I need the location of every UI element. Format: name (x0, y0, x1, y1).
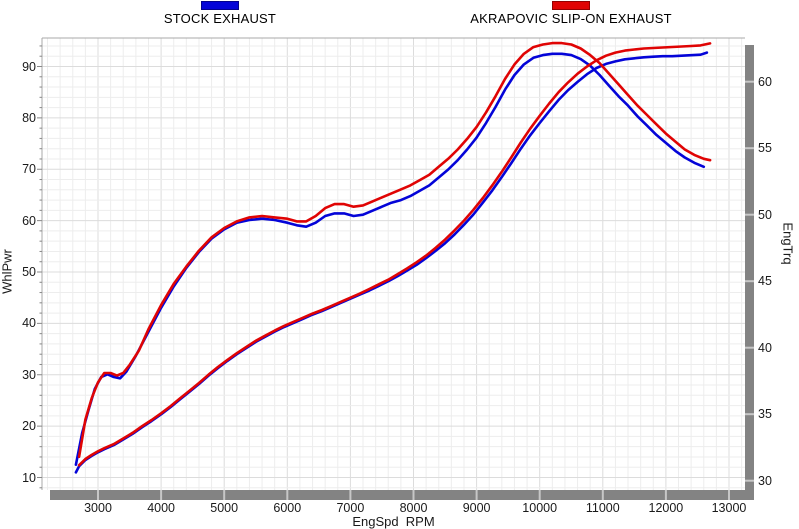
x-tick-mark (160, 490, 163, 500)
y-left-tick-label: 60 (22, 213, 36, 228)
y-left-tick-label: 20 (22, 419, 36, 434)
x-tick-label: 6000 (273, 501, 302, 515)
y-left-tick-label: 40 (22, 316, 36, 331)
y-right-tick-mark (745, 280, 754, 283)
x-tick-mark (664, 490, 667, 500)
y-left-tick-label: 30 (22, 367, 36, 382)
x-tick-label: 7000 (336, 501, 365, 515)
x-axis-title: EngSpd RPM (352, 514, 435, 529)
y-right-tick-label: 45 (758, 274, 772, 289)
y-left-tick-label: 80 (22, 110, 36, 125)
x-tick-label: 8000 (399, 501, 428, 515)
x-tick-label: 13000 (711, 501, 747, 515)
y-right-tick-mark (745, 80, 754, 83)
x-tick-label: 11000 (585, 501, 620, 515)
legend-item-akrapovic: AKRAPOVIC SLIP-ON EXHAUST (450, 1, 692, 26)
x-tick-mark (97, 490, 99, 500)
x-tick-label: 12000 (648, 501, 684, 515)
akrapovic-legend-swatch (552, 1, 590, 10)
y-left-tick-label: 70 (22, 162, 36, 177)
y-axis-title-right: EngTrq (780, 222, 796, 265)
akrapovic-legend-label: AKRAPOVIC SLIP-ON EXHAUST (470, 11, 672, 26)
stock-legend-label: STOCK EXHAUST (163, 11, 277, 26)
x-tick-mark (538, 490, 541, 500)
y-right-tick-mark (745, 479, 754, 482)
x-tick-mark (475, 490, 478, 500)
y-right-tick-mark (745, 147, 754, 150)
y-right-tick-label: 35 (758, 407, 772, 422)
y-right-tick-mark (745, 346, 754, 349)
curve-akrapovic-slip-on-exhaust-whlpwr (77, 42, 712, 467)
legend-item-stock: STOCK EXHAUST (150, 1, 290, 26)
x-tick-label: 10000 (522, 501, 558, 515)
axis-shadow-right (745, 45, 754, 500)
y-right-tick-label: 55 (758, 141, 772, 156)
y-right-tick-label: 30 (758, 473, 772, 488)
x-tick-label: 9000 (462, 501, 491, 515)
x-tick-mark (412, 490, 415, 500)
x-tick-mark (728, 490, 730, 500)
y-right-tick-label: 60 (758, 74, 772, 89)
x-tick-label: 4000 (147, 501, 175, 515)
x-tick-mark (286, 490, 289, 500)
y-right-tick-label: 50 (758, 207, 772, 222)
x-tick-mark (223, 490, 226, 500)
x-tick-label: 5000 (210, 501, 239, 515)
y-axis-title-left: WhlPwr (0, 249, 15, 294)
y-left-tick-label: 10 (22, 470, 36, 485)
x-tick-mark (601, 490, 604, 500)
stock-legend-swatch (201, 1, 239, 10)
y-right-tick-mark (745, 213, 754, 216)
y-right-tick-mark (745, 413, 754, 416)
y-right-tick-label: 40 (758, 340, 772, 355)
curve-akrapovic-slip-on-exhaust-engtrq (77, 41, 712, 459)
x-tick-mark (349, 490, 352, 500)
y-left-tick-label: 50 (22, 265, 36, 279)
x-tick-label: 3000 (84, 501, 112, 515)
y-left-tick-label: 90 (22, 59, 36, 74)
axis-shadow-bottom (50, 490, 754, 500)
